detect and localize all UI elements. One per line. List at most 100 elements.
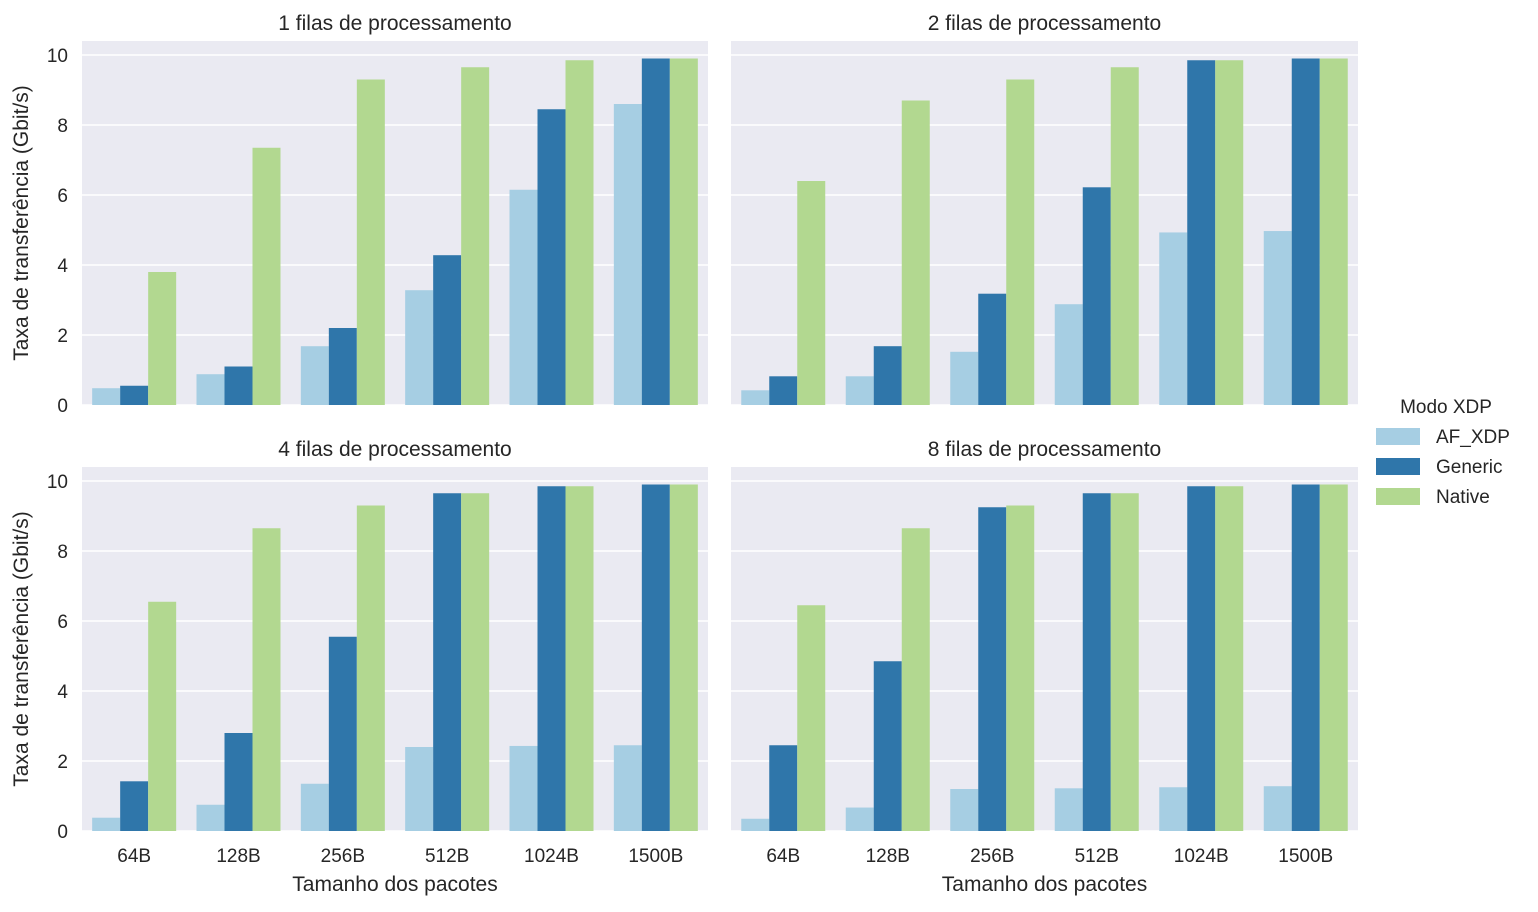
bar-af-xdp	[845, 376, 874, 405]
bar-native	[1319, 58, 1348, 405]
bar-af-xdp	[950, 789, 979, 831]
bar-af-xdp	[92, 817, 121, 831]
bar-generic	[1187, 60, 1216, 405]
y-tick-label: 10	[47, 472, 68, 493]
y-tick-label: 2	[57, 752, 68, 773]
bar-generic	[328, 328, 357, 405]
bar-generic	[1187, 486, 1216, 831]
bar-af-xdp	[509, 189, 538, 405]
y-tick-label: 10	[47, 46, 68, 67]
bar-generic	[537, 486, 566, 831]
bar-af-xdp	[1159, 787, 1188, 831]
bar-native	[148, 272, 177, 405]
bar-generic	[641, 484, 670, 831]
bar-generic	[537, 109, 566, 405]
bar-native	[901, 528, 930, 831]
bar-af-xdp	[196, 804, 225, 831]
legend-swatch-af-xdp	[1376, 428, 1420, 445]
x-tick-label: 256B	[970, 846, 1014, 867]
bar-native	[1319, 484, 1348, 831]
bar-af-xdp	[1263, 786, 1292, 831]
panel-title: 8 filas de processamento	[928, 438, 1161, 461]
bar-af-xdp	[405, 747, 434, 831]
bar-generic	[433, 255, 462, 405]
bar-generic	[224, 366, 253, 405]
panel-background	[731, 467, 1358, 831]
bar-af-xdp	[741, 818, 770, 831]
y-tick-label: 8	[57, 542, 68, 563]
bar-generic	[641, 58, 670, 405]
bar-generic	[873, 346, 902, 405]
y-axis-label: Taxa de transferência (Gbit/s)	[10, 85, 33, 360]
bar-af-xdp	[1054, 304, 1083, 405]
bar-native	[669, 484, 698, 831]
bar-generic	[769, 745, 798, 831]
panel-background	[731, 41, 1358, 405]
x-tick-label: 1500B	[628, 846, 683, 867]
bar-af-xdp	[92, 388, 121, 405]
bar-native	[1006, 505, 1035, 831]
panel-title: 1 filas de processamento	[278, 12, 511, 35]
bar-native	[797, 181, 826, 405]
bar-native	[1110, 67, 1139, 405]
y-tick-label: 6	[57, 186, 68, 207]
bar-native	[252, 528, 281, 831]
bar-generic	[978, 507, 1007, 831]
legend-swatch-generic	[1376, 458, 1420, 475]
legend-title: Modo XDP	[1400, 397, 1492, 418]
x-axis-label: Tamanho dos pacotes	[942, 873, 1147, 896]
x-tick-label: 1024B	[1174, 846, 1229, 867]
bar-generic	[1291, 484, 1320, 831]
y-tick-label: 4	[57, 682, 68, 703]
panel-background	[82, 41, 708, 405]
x-tick-label: 64B	[766, 846, 800, 867]
bar-af-xdp	[509, 745, 538, 831]
bar-native	[1215, 486, 1244, 831]
x-tick-label: 512B	[1075, 846, 1119, 867]
panel-title: 4 filas de processamento	[278, 438, 511, 461]
bar-af-xdp	[613, 104, 642, 405]
bar-af-xdp	[405, 290, 434, 405]
bar-native	[461, 67, 490, 405]
legend-label: Generic	[1436, 457, 1503, 478]
bar-native	[1215, 60, 1244, 405]
bar-native	[148, 601, 177, 831]
bar-native	[1006, 79, 1035, 405]
bar-af-xdp	[1263, 231, 1292, 405]
bar-generic	[120, 781, 149, 831]
legend-label: AF_XDP	[1436, 427, 1510, 448]
legend-swatch-native	[1376, 488, 1420, 505]
bar-generic	[224, 733, 253, 831]
x-tick-label: 64B	[117, 846, 151, 867]
bar-generic	[433, 493, 462, 831]
x-tick-label: 128B	[866, 846, 910, 867]
bar-native	[797, 605, 826, 831]
bar-native	[669, 58, 698, 405]
bar-native	[356, 79, 385, 405]
x-tick-label: 512B	[425, 846, 469, 867]
x-axis-label: Tamanho dos pacotes	[292, 873, 497, 896]
bar-generic	[873, 661, 902, 831]
bar-af-xdp	[950, 351, 979, 405]
x-tick-label: 128B	[216, 846, 260, 867]
bar-native	[461, 493, 490, 831]
bar-generic	[1082, 493, 1111, 831]
legend-label: Native	[1436, 487, 1490, 508]
bar-generic	[769, 376, 798, 405]
bar-generic	[1082, 187, 1111, 405]
panel-title: 2 filas de processamento	[928, 12, 1161, 35]
bar-native	[252, 147, 281, 405]
bar-generic	[120, 385, 149, 405]
bar-af-xdp	[741, 390, 770, 405]
x-tick-label: 1500B	[1278, 846, 1333, 867]
panel-background	[82, 467, 708, 831]
y-tick-label: 6	[57, 612, 68, 633]
bar-native	[565, 486, 594, 831]
bar-af-xdp	[300, 783, 329, 831]
bar-native	[1110, 493, 1139, 831]
bar-af-xdp	[300, 346, 329, 405]
bar-af-xdp	[1054, 788, 1083, 831]
bar-af-xdp	[196, 374, 225, 405]
